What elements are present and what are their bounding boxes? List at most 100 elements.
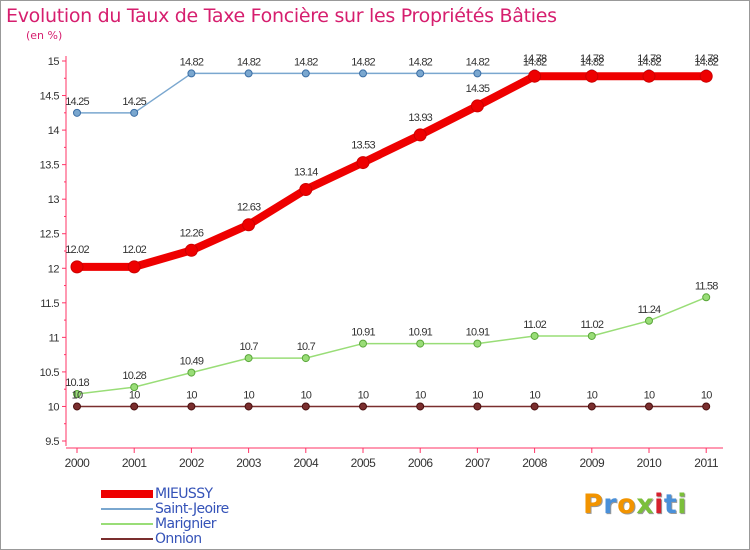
- mieussy-point: [470, 99, 484, 113]
- saint-jeoire-point: [244, 69, 253, 78]
- y-tick-label: 11.5: [40, 298, 59, 310]
- legend-swatch: [101, 490, 153, 498]
- saint-jeoire-data-label: 14.82: [408, 56, 432, 68]
- saint-jeoire-point: [73, 108, 81, 117]
- marignier-data-label: 10.91: [466, 327, 490, 339]
- saint-jeoire-data-label: 14.82: [466, 56, 490, 68]
- saint-jeoire-data-label: 14.82: [351, 56, 375, 68]
- y-tick-label: 12: [48, 263, 60, 275]
- mieussy-data-label: 13.93: [408, 112, 432, 124]
- mieussy-data-label: 12.63: [237, 202, 261, 214]
- x-tick-label: 2004: [293, 456, 319, 470]
- onnion-data-label: 10: [472, 389, 483, 401]
- logo-letter: i: [654, 489, 664, 520]
- mieussy-data-label: 14.35: [466, 83, 490, 95]
- y-tick-label: 14: [48, 125, 60, 137]
- onnion-data-label: 10: [300, 389, 311, 401]
- y-tick-label: 13: [48, 194, 60, 206]
- mieussy-point: [299, 183, 313, 197]
- x-tick-label: 2000: [65, 456, 91, 470]
- mieussy-data-label: 14.78: [694, 53, 718, 65]
- chart-title: Evolution du Taux de Taxe Foncière sur l…: [6, 5, 557, 27]
- marignier-point: [187, 368, 196, 377]
- saint-jeoire-data-label: 14.82: [294, 56, 318, 68]
- x-tick-label: 2001: [122, 456, 148, 470]
- saint-jeoire-data-label: 14.82: [523, 56, 547, 68]
- legend-swatch: [101, 538, 153, 540]
- x-tick-label: 2011: [694, 456, 719, 470]
- onnion-point: [473, 402, 482, 411]
- onnion-point: [416, 402, 425, 411]
- y-tick-label: 10.5: [40, 367, 60, 379]
- mieussy-point: [127, 260, 141, 274]
- x-tick-label: 2006: [408, 456, 434, 470]
- onnion-point: [130, 402, 139, 411]
- marignier-data-label: 11.02: [523, 319, 546, 331]
- saint-jeoire-point: [473, 69, 482, 78]
- marignier-point: [587, 331, 596, 340]
- onnion-data-label: 10: [72, 389, 83, 401]
- chart-axes: 9.5 10 10.5 11 11.5 12 12.5 13 13.5 14 14.5 15 2000 2…: [40, 56, 723, 470]
- onnion-data-label: 10: [358, 389, 369, 401]
- logo-letter: P: [583, 489, 604, 520]
- marignier-point: [473, 339, 482, 348]
- onnion-data-label: 10: [586, 389, 597, 401]
- marignier-point: [416, 339, 425, 348]
- saint-jeoire-data-label: 14.82: [237, 56, 261, 68]
- x-tick-label: 2007: [465, 456, 491, 470]
- onnion-data-label: 10: [415, 389, 426, 401]
- marignier-point: [530, 331, 539, 340]
- legend-label: MIEUSSY: [155, 486, 213, 502]
- mieussy-data-label: 14.78: [580, 53, 604, 65]
- y-tick-label: 10: [48, 401, 60, 413]
- onnion-point: [530, 402, 539, 411]
- onnion-data-label: 10: [529, 389, 540, 401]
- logo-letter: t: [663, 489, 678, 520]
- onnion-point: [301, 402, 310, 411]
- mieussy-data-label: 12.26: [180, 227, 204, 239]
- marignier-point: [702, 293, 711, 302]
- mieussy-point: [413, 128, 427, 142]
- onnion-point: [244, 402, 253, 411]
- marignier-point: [645, 316, 653, 325]
- y-tick-label: 15: [48, 56, 60, 68]
- y-tick-label: 12.5: [40, 229, 60, 241]
- marignier-data-label: 10.91: [351, 327, 375, 339]
- proxiti-logo: Proxiti: [583, 489, 687, 520]
- x-tick-label: 2002: [179, 456, 205, 470]
- legend-label: Marignier: [155, 516, 217, 532]
- chart-subtitle: (en %): [26, 29, 63, 42]
- mieussy-point: [242, 218, 256, 232]
- onnion-point: [702, 402, 711, 411]
- saint-jeoire-point: [359, 69, 367, 78]
- logo-letter: o: [617, 489, 637, 520]
- mieussy-data-label: 13.14: [294, 167, 318, 179]
- mieussy-data-label: 14.78: [637, 53, 661, 65]
- onnion-data-label: 10: [186, 389, 197, 401]
- x-tick-label: 2005: [351, 456, 377, 470]
- mieussy-point: [642, 69, 656, 83]
- logo-letter: r: [603, 489, 618, 520]
- marignier-point: [130, 383, 139, 392]
- mieussy-point: [356, 156, 370, 170]
- x-tick-label: 2009: [579, 456, 605, 470]
- mieussy-data-label: 12.02: [65, 244, 89, 256]
- legend-swatch: [101, 508, 153, 510]
- marignier-point: [73, 390, 81, 399]
- legend-label: Onnion: [155, 531, 202, 547]
- y-tick-label: 14.5: [40, 91, 60, 103]
- x-tick-label: 2010: [637, 456, 663, 470]
- x-tick-label: 2003: [236, 456, 262, 470]
- mieussy-data-label: 14.78: [523, 53, 547, 65]
- mieussy-data-label: 12.02: [122, 244, 146, 256]
- logo-letter: x: [636, 489, 655, 520]
- saint-jeoire-point: [301, 69, 310, 78]
- marignier-data-label: 10.7: [297, 341, 316, 353]
- onnion-data-label: 10: [644, 389, 655, 401]
- mieussy-line: [73, 72, 711, 271]
- saint-jeoire-point: [416, 69, 425, 78]
- marignier-data-label: 10.49: [180, 356, 204, 368]
- onnion-data-label: 10: [129, 389, 140, 401]
- legend-swatch: [101, 523, 153, 525]
- logo-letter: i: [677, 489, 688, 520]
